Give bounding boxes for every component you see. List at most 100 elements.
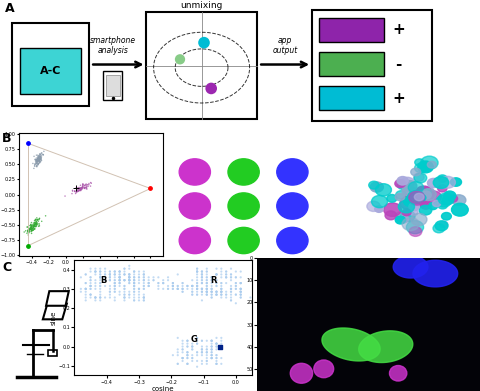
Circle shape: [411, 191, 424, 201]
Point: [237, 280, 244, 286]
Point: [96, 268, 104, 274]
Point: [174, 361, 181, 367]
Point: [183, 286, 191, 292]
Circle shape: [413, 200, 422, 206]
Point: [232, 286, 240, 292]
Point: [208, 289, 216, 295]
Point: [106, 286, 114, 292]
Point: [38, 150, 46, 156]
Point: [96, 289, 104, 295]
Point: [34, 157, 41, 163]
Point: [232, 280, 240, 286]
Point: [130, 280, 138, 286]
Point: [208, 294, 216, 301]
Circle shape: [409, 227, 422, 237]
Point: [77, 274, 84, 280]
Circle shape: [402, 209, 411, 216]
Circle shape: [411, 168, 420, 176]
Circle shape: [414, 195, 422, 201]
Text: A-C: A-C: [40, 66, 61, 76]
Point: [208, 352, 216, 358]
Point: [76, 185, 84, 191]
Point: [111, 297, 119, 303]
Point: [145, 283, 153, 289]
Point: [92, 268, 99, 274]
Point: [179, 289, 186, 295]
Point: [31, 226, 38, 232]
Point: [203, 280, 211, 286]
Point: [213, 289, 220, 295]
Point: [32, 221, 40, 227]
Circle shape: [375, 184, 392, 196]
Point: [25, 226, 33, 232]
Circle shape: [432, 200, 441, 207]
Point: [82, 181, 90, 187]
Point: [29, 224, 37, 230]
Point: [130, 286, 138, 292]
Point: [80, 184, 88, 190]
Bar: [48, 350, 57, 356]
Point: [208, 352, 216, 358]
Point: [203, 292, 211, 298]
Point: [87, 268, 95, 274]
Point: [28, 223, 36, 230]
Point: [193, 280, 201, 286]
Point: [74, 187, 82, 194]
Point: [193, 274, 201, 280]
Point: [213, 271, 220, 278]
Point: [227, 271, 235, 278]
Point: [96, 294, 104, 301]
Circle shape: [418, 161, 433, 173]
Point: [193, 286, 201, 292]
Circle shape: [435, 221, 448, 231]
Point: [80, 182, 88, 188]
Point: [193, 268, 201, 274]
Point: [106, 283, 114, 289]
Text: +: +: [392, 91, 405, 106]
Point: [203, 289, 211, 295]
Point: [208, 283, 216, 289]
Point: [36, 156, 43, 162]
Point: [203, 280, 211, 286]
Point: [135, 271, 143, 278]
Point: [32, 223, 40, 229]
Point: [82, 286, 90, 292]
Point: [135, 277, 143, 283]
Point: [37, 154, 45, 160]
Point: [217, 271, 225, 278]
Point: [101, 277, 109, 283]
Point: [203, 289, 211, 295]
Point: [116, 277, 123, 283]
Point: [213, 271, 220, 278]
Point: [106, 274, 114, 280]
Point: [130, 283, 138, 289]
Point: [75, 187, 83, 194]
Point: [135, 280, 143, 286]
Point: [82, 297, 90, 303]
Point: [135, 289, 143, 295]
Point: [203, 289, 211, 295]
Point: [40, 148, 48, 154]
Point: [237, 280, 244, 286]
Circle shape: [413, 192, 425, 202]
Point: [174, 286, 181, 292]
Point: [35, 156, 43, 162]
Point: [208, 292, 216, 298]
Circle shape: [426, 191, 436, 199]
Polygon shape: [43, 304, 67, 319]
Point: [208, 338, 216, 344]
Point: [222, 271, 230, 278]
Point: [213, 265, 220, 272]
Point: [74, 187, 82, 194]
Circle shape: [414, 195, 429, 207]
Point: [130, 280, 138, 286]
Point: [74, 188, 82, 195]
Point: [22, 228, 29, 234]
Point: [111, 277, 119, 283]
Point: [77, 187, 84, 193]
Point: [130, 297, 138, 303]
Point: [33, 158, 41, 164]
Point: [36, 156, 44, 162]
Point: [130, 274, 138, 280]
Point: [34, 156, 42, 162]
